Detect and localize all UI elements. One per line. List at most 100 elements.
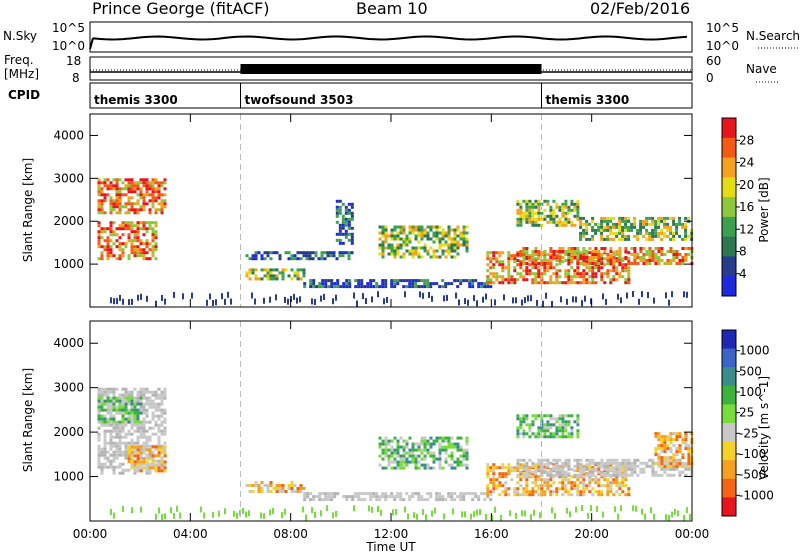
data-cell	[103, 450, 107, 454]
data-cell	[103, 408, 107, 412]
data-cell	[408, 279, 412, 283]
data-cell	[459, 279, 463, 283]
data-cell	[606, 461, 610, 465]
data-cell	[609, 228, 613, 232]
data-cell	[588, 461, 592, 465]
data-cell	[160, 411, 164, 415]
data-cell	[312, 498, 316, 502]
data-cell	[552, 208, 556, 212]
data-cell	[97, 239, 101, 243]
data-cell	[453, 234, 457, 238]
data-cell	[142, 221, 146, 225]
data-cell	[492, 487, 496, 491]
data-cell	[121, 224, 125, 228]
data-cell	[408, 498, 412, 502]
data-cell	[312, 279, 316, 283]
data-cell	[588, 275, 592, 279]
data-cell	[423, 498, 427, 502]
data-cell	[230, 298, 232, 305]
data-cell	[414, 279, 418, 283]
data-cell	[644, 513, 646, 520]
data-cell	[516, 208, 520, 212]
data-cell	[414, 237, 418, 241]
data-cell	[344, 235, 348, 239]
data-cell	[528, 493, 532, 497]
data-cell	[381, 279, 385, 283]
data-cell	[603, 216, 607, 220]
data-cell	[525, 266, 529, 270]
data-cell	[687, 234, 691, 238]
data-cell	[489, 478, 493, 482]
data-cell	[115, 387, 119, 391]
data-cell	[311, 257, 315, 261]
data-cell	[453, 231, 457, 235]
data-cell	[133, 429, 137, 433]
data-cell	[139, 193, 143, 197]
data-cell	[350, 205, 354, 209]
data-cell	[591, 219, 595, 223]
data-cell	[627, 251, 631, 255]
data-cell	[609, 473, 613, 477]
data-cell	[112, 233, 116, 237]
data-cell	[148, 390, 152, 394]
data-cell	[576, 473, 580, 477]
data-cell	[549, 461, 553, 465]
data-cell	[348, 279, 352, 283]
data-cell	[378, 445, 382, 449]
data-cell	[115, 450, 119, 454]
data-cell	[495, 275, 499, 279]
data-cell	[441, 279, 445, 283]
data-cell	[627, 458, 631, 462]
data-cell	[278, 490, 282, 493]
data-cell	[145, 245, 149, 249]
data-cell	[524, 297, 526, 304]
data-cell	[540, 211, 544, 215]
data-cell	[570, 493, 574, 497]
data-cell	[615, 461, 619, 465]
data-cell	[333, 285, 337, 289]
y-tick-label: 1000	[53, 470, 84, 484]
data-cell	[405, 439, 409, 443]
data-cell	[545, 292, 547, 299]
data-cell	[663, 435, 667, 439]
data-cell	[287, 257, 291, 261]
data-cell	[642, 256, 646, 259]
data-cell	[160, 451, 164, 455]
data-cell	[612, 222, 616, 226]
data-cell	[399, 498, 403, 502]
data-cell	[561, 256, 565, 259]
data-cell	[525, 272, 529, 276]
data-cell	[618, 464, 622, 468]
data-cell	[621, 469, 625, 473]
data-cell	[663, 222, 667, 226]
data-cell	[525, 214, 529, 218]
data-cell	[377, 506, 379, 512]
data-cell	[555, 417, 559, 421]
data-cell	[106, 420, 110, 424]
data-cell	[106, 251, 110, 255]
data-cell	[97, 387, 101, 391]
data-cell	[133, 230, 137, 234]
data-cell	[402, 240, 406, 244]
data-cell	[420, 255, 424, 259]
data-cell	[139, 254, 143, 258]
data-cell	[100, 462, 104, 466]
data-cell	[109, 444, 113, 448]
data-cell	[594, 490, 598, 494]
data-cell	[528, 458, 532, 462]
data-cell	[552, 435, 556, 439]
data-cell	[133, 463, 137, 467]
data-cell	[558, 256, 562, 259]
data-cell	[151, 432, 155, 436]
data-cell	[624, 222, 628, 226]
data-cell	[118, 211, 122, 215]
data-cell	[432, 439, 436, 443]
data-cell	[573, 256, 577, 259]
data-cell	[561, 461, 565, 465]
data-cell	[681, 465, 685, 469]
freq-label-2: [MHz]	[4, 67, 39, 81]
data-cell	[579, 281, 583, 285]
data-cell	[546, 423, 550, 427]
data-cell	[504, 278, 508, 282]
data-cell	[248, 271, 252, 275]
